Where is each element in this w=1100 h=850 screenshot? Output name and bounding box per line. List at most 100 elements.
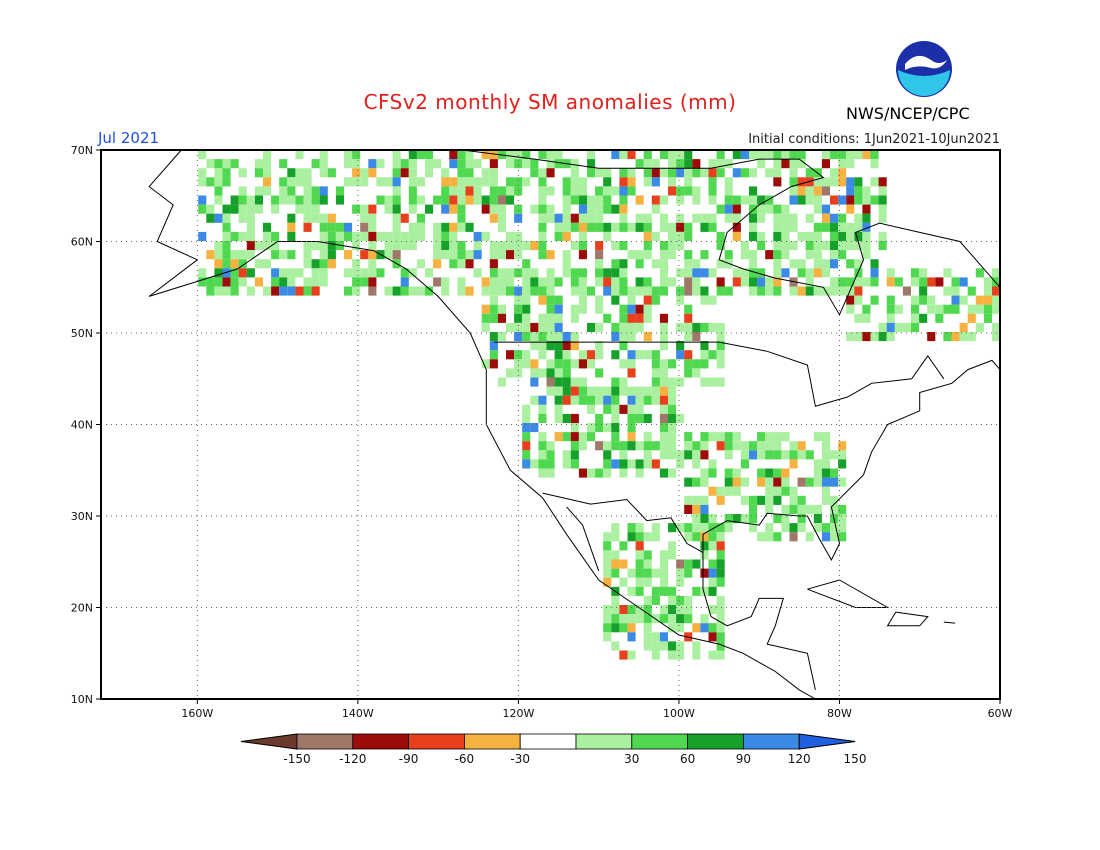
anomaly-cell [562,204,571,214]
anomaly-cell [611,186,620,196]
anomaly-cell [546,304,555,314]
anomaly-cell [627,532,636,542]
anomaly-cell [627,150,636,160]
anomaly-cell [846,222,855,232]
anomaly-cell [595,295,604,305]
anomaly-cell [254,204,263,214]
anomaly-cell [595,277,604,287]
anomaly-cell [813,186,822,196]
anomaly-cell [757,286,766,296]
anomaly-cell [659,268,668,278]
anomaly-cell [668,423,677,433]
anomaly-cell [643,413,652,423]
anomaly-cell [603,204,612,214]
anomaly-cell [570,413,579,423]
anomaly-cell [797,523,806,533]
anomaly-cell [838,286,847,296]
anomaly-cell [765,486,774,496]
anomaly-cell [797,477,806,487]
anomaly-cell [368,213,377,223]
anomaly-cell [554,295,563,305]
anomaly-cell [684,595,693,605]
anomaly-cell [757,432,766,442]
anomaly-cell [708,459,717,469]
anomaly-cell [238,204,247,214]
anomaly-cell [457,277,466,287]
anomaly-cell [700,250,709,260]
anomaly-cell [830,286,839,296]
anomaly-cell [878,213,887,223]
anomaly-cell [603,195,612,205]
coastlines [148,149,1001,700]
anomaly-cell [789,450,798,460]
anomaly-cell [344,150,353,160]
anomaly-cell [506,231,515,241]
anomaly-cell [659,341,668,351]
anomaly-cell [611,432,620,442]
anomaly-cell [635,605,644,615]
anomaly-cell [222,268,231,278]
anomaly-cell [830,504,839,514]
anomaly-cell [376,195,385,205]
anomaly-cell [400,277,409,287]
anomaly-cell [570,277,579,287]
anomaly-cell [595,222,604,232]
anomaly-cell [862,150,871,160]
colorbar-label: 120 [788,752,811,766]
anomaly-cell [578,432,587,442]
anomaly-cell [676,341,685,351]
anomaly-cell [611,614,620,624]
anomaly-cell [797,186,806,196]
anomaly-cell [659,550,668,560]
anomaly-cell [198,231,207,241]
anomaly-cell [773,532,782,542]
anomaly-cell [821,159,830,169]
anomaly-cell [222,222,231,232]
anomaly-cell [522,332,531,342]
anomaly-cell [408,204,417,214]
anomaly-cell [570,432,579,442]
anomaly-cell [619,650,628,660]
anomaly-cell [392,241,401,251]
anomaly-cell [619,286,628,296]
anomaly-cell [813,514,822,524]
anomaly-cell [271,195,280,205]
anomaly-cell [724,477,733,487]
anomaly-cell [352,241,361,251]
anomaly-cell [716,204,725,214]
anomaly-cell [821,150,830,160]
anomaly-cell [546,468,555,478]
anomaly-cell [749,213,758,223]
anomaly-cell [773,159,782,169]
anomaly-cell [975,304,984,314]
anomaly-cell [846,277,855,287]
anomaly-cell [562,177,571,187]
anomaly-cell [692,159,701,169]
anomaly-cell [408,222,417,232]
anomaly-cell [692,650,701,660]
anomaly-cell [603,177,612,187]
anomaly-cell [530,395,539,405]
anomaly-cell [497,304,506,314]
anomaly-cell [522,304,531,314]
anomaly-cell [854,268,863,278]
anomaly-cell [700,614,709,624]
anomaly-cell [757,477,766,487]
anomaly-cell [854,177,863,187]
anomaly-cell [765,204,774,214]
anomaly-cell [562,368,571,378]
anomaly-cell [627,632,636,642]
anomaly-cell [716,614,725,624]
anomaly-cell [384,204,393,214]
anomaly-cell [676,459,685,469]
anomaly-cell [352,159,361,169]
anomaly-cell [408,177,417,187]
anomaly-cell [465,286,474,296]
anomaly-cell [603,614,612,624]
anomaly-cell [433,231,442,241]
anomaly-cell [781,486,790,496]
anomaly-cell [749,204,758,214]
anomaly-cell [595,350,604,360]
anomaly-cell [416,177,425,187]
anomaly-cell [716,495,725,505]
